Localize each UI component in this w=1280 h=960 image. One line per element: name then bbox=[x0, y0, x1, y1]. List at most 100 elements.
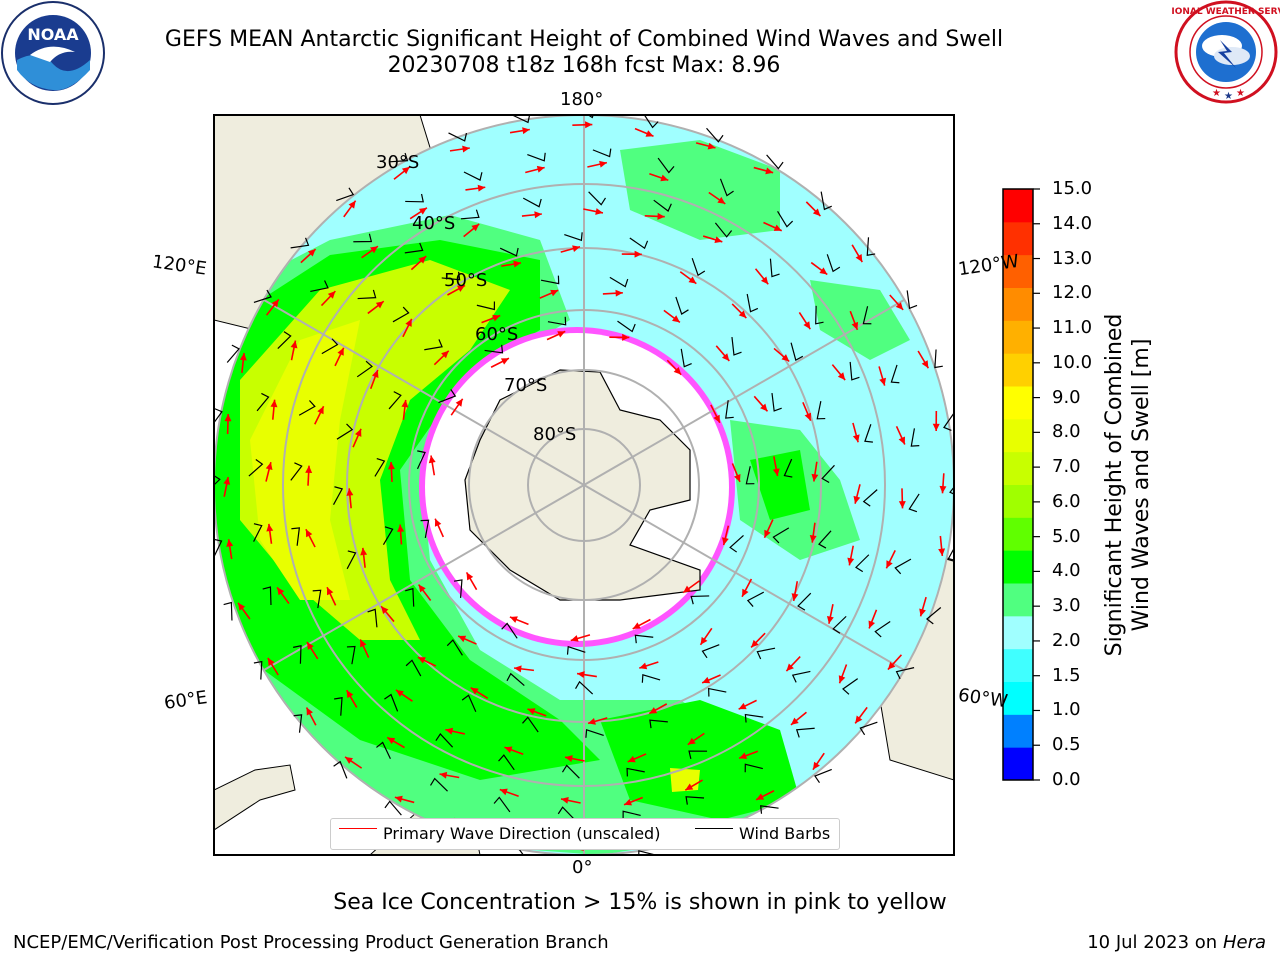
colorbar-tick-label: 14.0 bbox=[1052, 212, 1093, 234]
wind-barb bbox=[438, 389, 457, 404]
wave-arrow-head bbox=[756, 793, 765, 800]
wave-arrow-head bbox=[346, 690, 354, 699]
wave-arrow-head bbox=[514, 665, 522, 673]
wave-arrow-head bbox=[327, 587, 334, 596]
wind-barb bbox=[430, 777, 448, 792]
wave-arrow-head bbox=[375, 301, 384, 309]
wind-barb bbox=[367, 608, 378, 628]
wind-barb bbox=[293, 645, 302, 664]
wave-arrow-head bbox=[868, 620, 876, 629]
wave-arrow-head bbox=[809, 535, 817, 543]
wave-arrow-head bbox=[346, 488, 354, 496]
wind-barb bbox=[353, 233, 373, 243]
wind-barb bbox=[771, 392, 782, 412]
colorbar-segment bbox=[1003, 254, 1033, 288]
wind-barb bbox=[476, 301, 496, 311]
wind-barb bbox=[498, 754, 515, 771]
wave-arrow-head bbox=[370, 246, 378, 254]
wave-arrow-head bbox=[764, 529, 771, 538]
wind-barb bbox=[790, 342, 804, 361]
wind-barb bbox=[501, 622, 518, 639]
wind-barb bbox=[357, 289, 377, 300]
wind-barb bbox=[708, 687, 727, 697]
wind-barb bbox=[290, 237, 310, 249]
wave-arrow-head bbox=[713, 414, 720, 423]
wind-barb bbox=[405, 659, 422, 677]
colorbar-title-line2: Wind Waves and Swell [m] bbox=[1129, 338, 1154, 632]
footer-date: 10 Jul 2023 on Hera bbox=[1087, 932, 1266, 953]
wind-barb bbox=[484, 344, 504, 354]
wind-barb bbox=[859, 721, 878, 736]
wave-arrow-head bbox=[577, 671, 585, 679]
wind-barb bbox=[815, 305, 824, 325]
wave-arrow-head bbox=[418, 256, 427, 264]
wind-barb bbox=[592, 148, 612, 158]
wind-barb bbox=[943, 412, 954, 432]
wave-arrow-head bbox=[387, 461, 395, 470]
wind-barb bbox=[405, 587, 415, 607]
wind-barb bbox=[849, 361, 860, 381]
wind-barb bbox=[346, 645, 356, 665]
wave-arrow-head bbox=[317, 406, 324, 415]
wind-barbs-legend-label: Wind Barbs bbox=[739, 824, 831, 843]
wind-barb bbox=[557, 806, 576, 821]
wind-barb bbox=[744, 713, 764, 723]
colorbar-segment bbox=[1003, 714, 1033, 748]
colorbar-segment bbox=[1003, 221, 1033, 256]
wave-arrow-head bbox=[837, 372, 846, 381]
colorbar-segment bbox=[1003, 583, 1033, 617]
wind-barb bbox=[384, 800, 402, 816]
wave-direction-legend-label: Primary Wave Direction (unscaled) bbox=[383, 824, 661, 843]
wave-arrow-head bbox=[734, 473, 741, 482]
wind-barb bbox=[405, 193, 424, 203]
wind-barb bbox=[866, 237, 876, 256]
wave-arrow-head bbox=[738, 702, 747, 710]
wave-arrow-head bbox=[895, 302, 904, 310]
wind-barb bbox=[388, 391, 402, 410]
colorbar-tick-label: 1.0 bbox=[1052, 699, 1081, 721]
wind-barb bbox=[460, 209, 480, 220]
wind-barb bbox=[622, 810, 641, 820]
wind-barb bbox=[336, 187, 355, 202]
colorbar-title: Significant Height of Combined Wind Wave… bbox=[1101, 314, 1155, 657]
wind-barb bbox=[816, 401, 826, 420]
wave-arrow-head bbox=[627, 755, 636, 763]
wave-arrow-head bbox=[786, 663, 794, 672]
wind-barb bbox=[522, 197, 542, 208]
wind-barb bbox=[448, 132, 468, 142]
wind-barb bbox=[690, 595, 710, 605]
wind-barb bbox=[609, 276, 629, 288]
wave-arrow-head bbox=[717, 196, 726, 204]
wind-barb bbox=[441, 271, 461, 281]
wave-arrow-head bbox=[804, 412, 812, 421]
colorbar-segment bbox=[1003, 386, 1033, 420]
colorbar-segment bbox=[1003, 517, 1033, 551]
wave-arrow-head bbox=[223, 477, 231, 485]
wind-barb bbox=[634, 634, 654, 644]
chart-title: GEFS MEAN Antarctic Significant Height o… bbox=[164, 27, 1004, 52]
wind-barb bbox=[864, 424, 873, 443]
colorbar-segment bbox=[1003, 615, 1033, 650]
wave-arrow-head bbox=[477, 184, 486, 192]
wind-barb bbox=[493, 796, 511, 813]
wave-arrow-head bbox=[852, 434, 860, 443]
wave-arrow-head bbox=[238, 602, 246, 611]
noaa-logo: NOAA bbox=[1, 1, 105, 105]
wave-arrow-head bbox=[418, 207, 427, 215]
wind-barb bbox=[906, 290, 918, 310]
wave-arrow-head bbox=[570, 635, 579, 642]
wave-arrow-head bbox=[898, 501, 906, 509]
wave-arrow-head bbox=[499, 788, 508, 796]
wave-arrow-head bbox=[595, 208, 603, 215]
wind-barb bbox=[925, 607, 942, 625]
wind-barb bbox=[744, 763, 763, 773]
lat-label-80s: 80°S bbox=[533, 424, 577, 445]
wave-direction-legend-line bbox=[339, 828, 377, 829]
wave-arrow-head bbox=[615, 289, 623, 297]
wave-arrow-head bbox=[803, 321, 811, 330]
wave-arrow-head bbox=[685, 783, 694, 791]
wave-arrow-head bbox=[700, 636, 708, 645]
wind-barb bbox=[511, 115, 531, 124]
wave-arrow-head bbox=[887, 661, 896, 670]
wave-arrow-head bbox=[327, 291, 336, 299]
